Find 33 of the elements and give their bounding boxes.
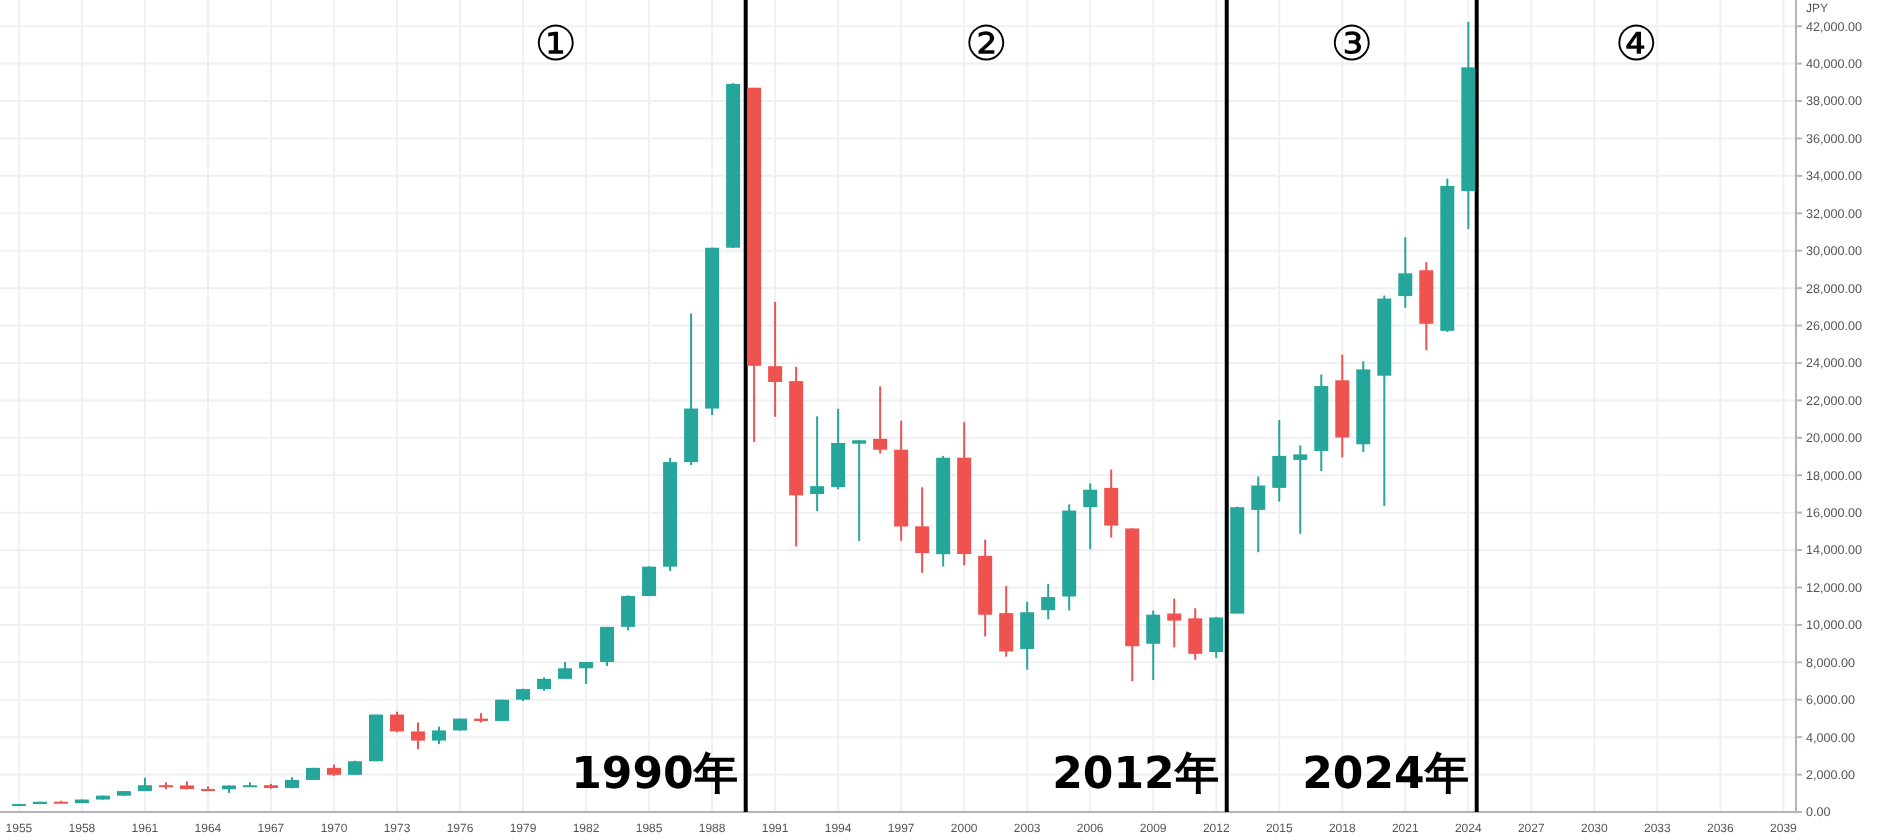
- candlestick: [1146, 609, 1161, 681]
- candlestick: [642, 565, 657, 598]
- candlestick: [579, 661, 594, 685]
- annotation: ③: [1330, 16, 1374, 72]
- candlestick: [1167, 597, 1182, 649]
- candlestick: [852, 439, 867, 542]
- annotation: ④: [1614, 16, 1658, 72]
- candlestick: [621, 594, 636, 632]
- candlestick: [200, 785, 215, 792]
- candlestick: [873, 385, 888, 455]
- candlestick: [600, 625, 615, 668]
- candlestick: [999, 584, 1014, 658]
- candlestick: [1272, 418, 1287, 503]
- candlestick: [831, 407, 846, 491]
- candlestick: [1398, 236, 1413, 309]
- candlestick: [390, 710, 405, 734]
- ref-line-label: 2012年: [1052, 750, 1219, 800]
- annotation: ①: [534, 16, 578, 72]
- candlestick: [1020, 600, 1035, 671]
- candlestick: [411, 721, 426, 751]
- candlestick: [1104, 468, 1119, 539]
- candlestick: [1209, 615, 1224, 659]
- candlestick: [1188, 607, 1203, 661]
- annotation: ②: [964, 16, 1008, 72]
- candlestick: [915, 486, 930, 574]
- candlestick: [810, 415, 825, 513]
- candlestick: [1293, 444, 1308, 535]
- ref-line-label: 1990年: [571, 750, 738, 800]
- ref-line-label: 2024年: [1302, 750, 1469, 800]
- candlestick: [1083, 482, 1098, 551]
- candlestick: [1041, 582, 1056, 621]
- candlestick: [1251, 475, 1266, 554]
- candlestick: [768, 300, 783, 418]
